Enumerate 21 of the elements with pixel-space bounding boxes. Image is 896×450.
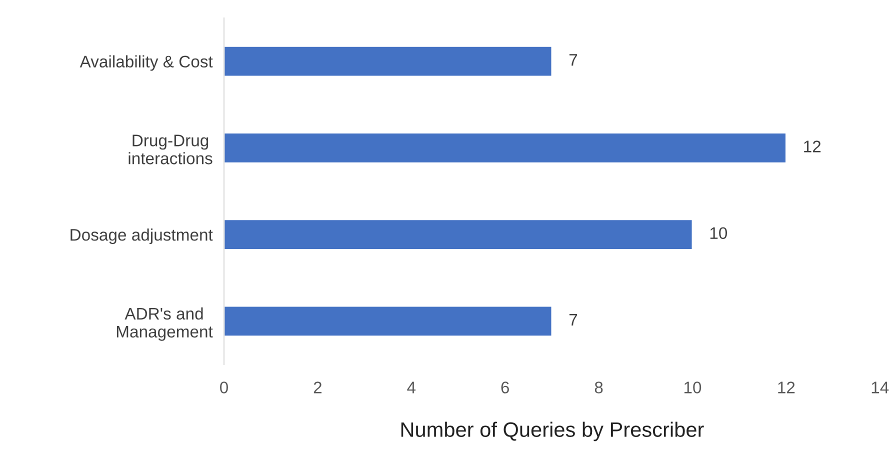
y-tick-label: Dosage adjustment (70, 228, 213, 244)
y-tick-label: Availability & Cost (80, 55, 213, 71)
data-label: 12 (804, 140, 821, 152)
x-tick-label: 12 (778, 382, 795, 394)
data-label: 7 (569, 54, 578, 66)
y-tick-label: Drug-Drug interactions (128, 134, 212, 164)
y-tick-label: ADR's and Management (116, 307, 213, 341)
bar (224, 305, 553, 338)
data-label: 7 (569, 314, 578, 326)
bar (224, 132, 787, 164)
x-tick-label: 0 (220, 382, 228, 394)
x-tick-label: 8 (594, 382, 603, 394)
x-tick-label: 4 (407, 382, 416, 394)
x-tick-label: 10 (684, 382, 702, 394)
bar (224, 45, 553, 78)
x-tick-label: 6 (501, 382, 509, 394)
x-axis-title: Number of Queries by Prescriber (401, 422, 704, 442)
data-label: 10 (710, 227, 728, 240)
x-tick-label: 14 (872, 382, 889, 394)
x-tick-label: 2 (314, 382, 322, 394)
bar (224, 218, 694, 250)
